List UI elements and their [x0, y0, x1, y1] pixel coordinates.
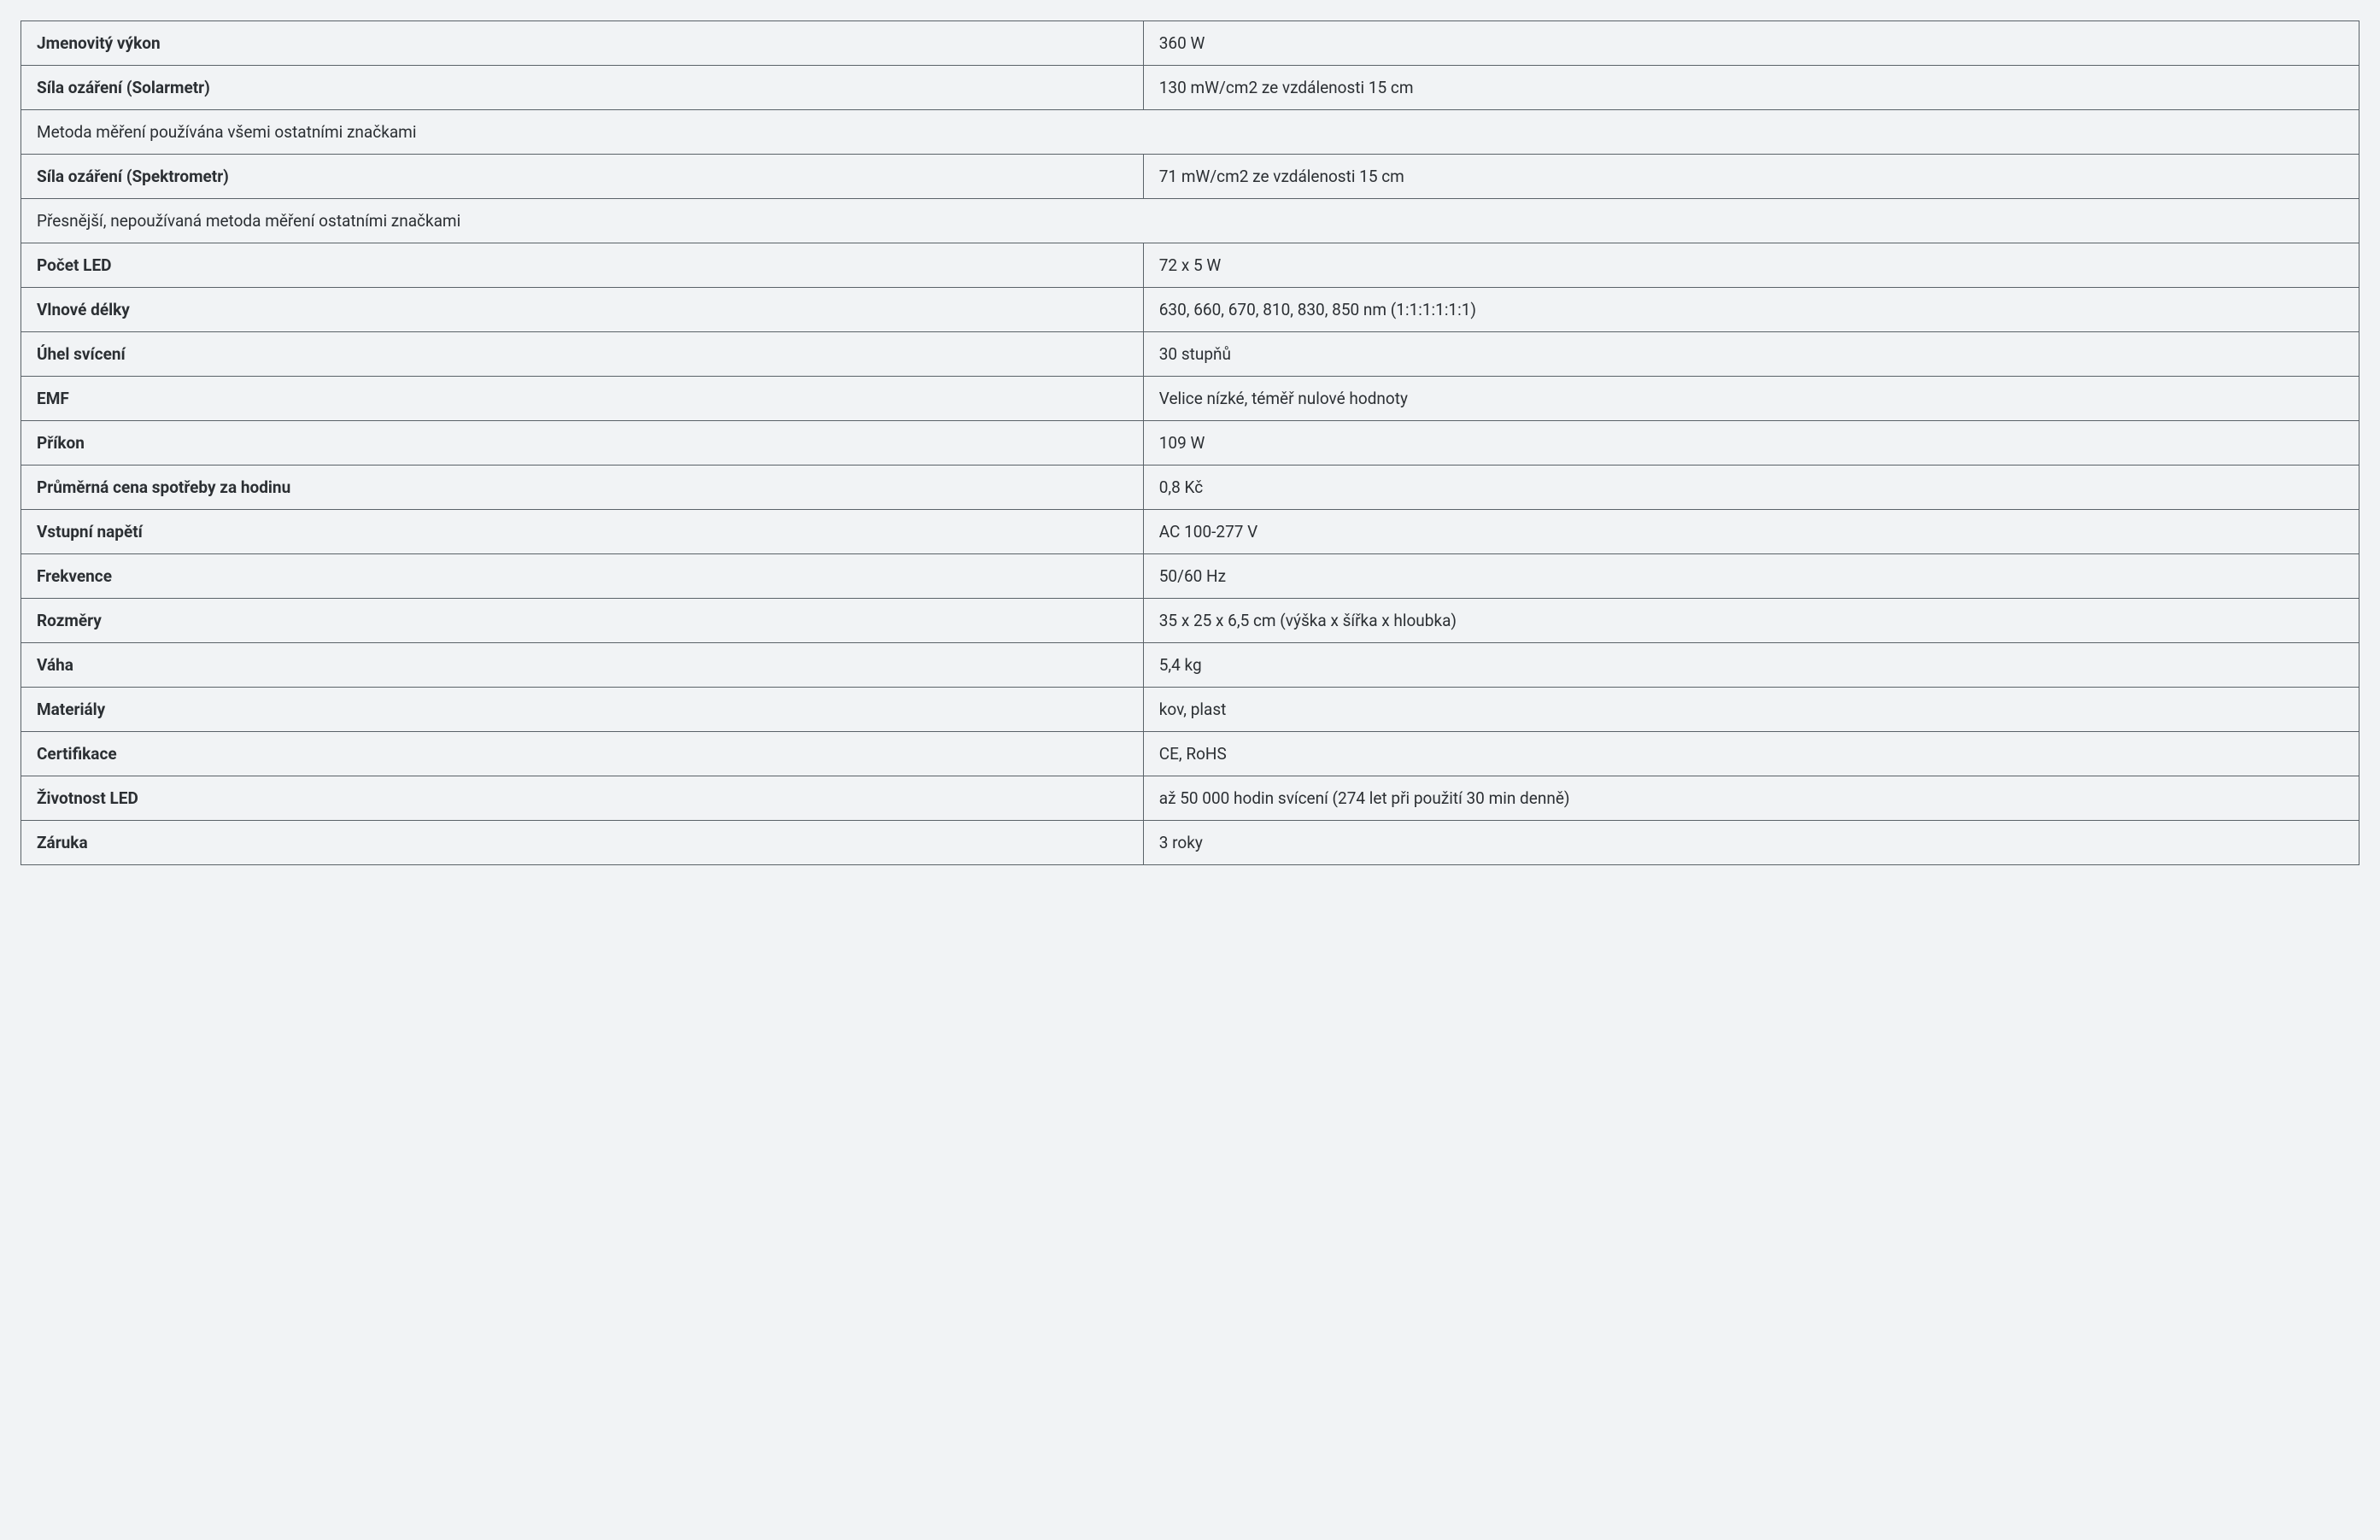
- table-row: Materiály kov, plast: [21, 688, 2359, 732]
- table-row: Úhel svícení 30 stupňů: [21, 332, 2359, 377]
- table-row: Vlnové délky 630, 660, 670, 810, 830, 85…: [21, 288, 2359, 332]
- spec-label: Váha: [21, 643, 1144, 688]
- table-row: Průměrná cena spotřeby za hodinu 0,8 Kč: [21, 466, 2359, 510]
- spec-value: 360 W: [1143, 21, 2359, 66]
- spec-label: Certifikace: [21, 732, 1144, 776]
- spec-value: 30 stupňů: [1143, 332, 2359, 377]
- spec-label: Průměrná cena spotřeby za hodinu: [21, 466, 1144, 510]
- table-row: Váha 5,4 kg: [21, 643, 2359, 688]
- spec-label: Jmenovitý výkon: [21, 21, 1144, 66]
- spec-label: Životnost LED: [21, 776, 1144, 821]
- spec-label: Materiály: [21, 688, 1144, 732]
- table-row: Metoda měření používána všemi ostatními …: [21, 110, 2359, 155]
- spec-value: 630, 660, 670, 810, 830, 850 nm (1:1:1:1…: [1143, 288, 2359, 332]
- spec-note: Přesnější, nepoužívaná metoda měření ost…: [21, 199, 2359, 243]
- spec-value: 5,4 kg: [1143, 643, 2359, 688]
- table-row: Síla ozáření (Spektrometr) 71 mW/cm2 ze …: [21, 155, 2359, 199]
- spec-value: Velice nízké, téměř nulové hodnoty: [1143, 377, 2359, 421]
- spec-value: až 50 000 hodin svícení (274 let při pou…: [1143, 776, 2359, 821]
- spec-label: Počet LED: [21, 243, 1144, 288]
- spec-table-body: Jmenovitý výkon 360 W Síla ozáření (Sola…: [21, 21, 2359, 865]
- spec-table: Jmenovitý výkon 360 W Síla ozáření (Sola…: [21, 20, 2359, 865]
- spec-label: EMF: [21, 377, 1144, 421]
- spec-label: Vstupní napětí: [21, 510, 1144, 554]
- table-row: Certifikace CE, RoHS: [21, 732, 2359, 776]
- spec-label: Úhel svícení: [21, 332, 1144, 377]
- spec-value: 130 mW/cm2 ze vzdálenosti 15 cm: [1143, 66, 2359, 110]
- spec-value: 72 x 5 W: [1143, 243, 2359, 288]
- spec-label: Frekvence: [21, 554, 1144, 599]
- spec-value: 0,8 Kč: [1143, 466, 2359, 510]
- spec-value: kov, plast: [1143, 688, 2359, 732]
- spec-label: Vlnové délky: [21, 288, 1144, 332]
- spec-note: Metoda měření používána všemi ostatními …: [21, 110, 2359, 155]
- spec-label: Síla ozáření (Solarmetr): [21, 66, 1144, 110]
- table-row: Síla ozáření (Solarmetr) 130 mW/cm2 ze v…: [21, 66, 2359, 110]
- table-row: Rozměry 35 x 25 x 6,5 cm (výška x šířka …: [21, 599, 2359, 643]
- spec-label: Záruka: [21, 821, 1144, 865]
- table-row: Frekvence 50/60 Hz: [21, 554, 2359, 599]
- spec-value: 50/60 Hz: [1143, 554, 2359, 599]
- table-row: Příkon 109 W: [21, 421, 2359, 466]
- spec-label: Příkon: [21, 421, 1144, 466]
- table-row: Jmenovitý výkon 360 W: [21, 21, 2359, 66]
- table-row: Vstupní napětí AC 100-277 V: [21, 510, 2359, 554]
- spec-value: 109 W: [1143, 421, 2359, 466]
- spec-value: AC 100-277 V: [1143, 510, 2359, 554]
- spec-value: 3 roky: [1143, 821, 2359, 865]
- table-row: Záruka 3 roky: [21, 821, 2359, 865]
- spec-label: Rozměry: [21, 599, 1144, 643]
- spec-value: CE, RoHS: [1143, 732, 2359, 776]
- spec-label: Síla ozáření (Spektrometr): [21, 155, 1144, 199]
- table-row: Přesnější, nepoužívaná metoda měření ost…: [21, 199, 2359, 243]
- table-row: Počet LED 72 x 5 W: [21, 243, 2359, 288]
- spec-value: 35 x 25 x 6,5 cm (výška x šířka x hloubk…: [1143, 599, 2359, 643]
- spec-value: 71 mW/cm2 ze vzdálenosti 15 cm: [1143, 155, 2359, 199]
- table-row: Životnost LED až 50 000 hodin svícení (2…: [21, 776, 2359, 821]
- table-row: EMF Velice nízké, téměř nulové hodnoty: [21, 377, 2359, 421]
